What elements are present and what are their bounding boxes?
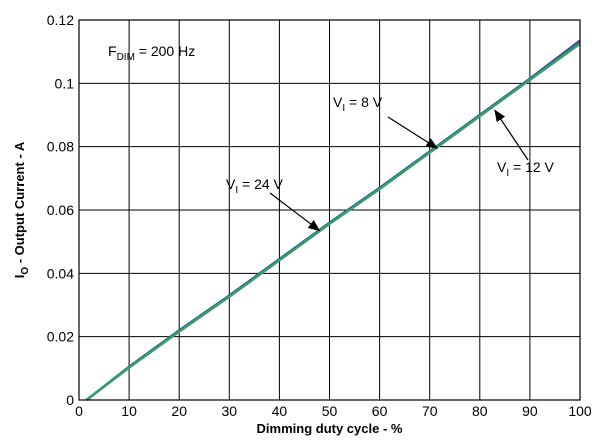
y-tick-label: 0.04	[47, 265, 74, 281]
y-tick-label: 0.08	[47, 139, 74, 155]
y-axis-title: IO - Output Current - A	[12, 141, 31, 278]
series-line	[85, 42, 581, 401]
inset-main: F	[108, 43, 117, 59]
annotation-main: V	[497, 159, 507, 175]
annotation-vi-24v: VI = 24 V	[226, 176, 321, 232]
y-title-sub: O	[20, 267, 31, 275]
annotation-rest: = 12 V	[509, 159, 554, 175]
annotation-arrow	[494, 109, 529, 161]
y-tick-label: 0.06	[47, 202, 74, 218]
x-axis-title: Dimming duty cycle - %	[257, 421, 403, 436]
x-tick-label: 0	[75, 403, 83, 419]
tick-labels: 0 10 20 30 40 50 60 70 80 90 100 0 0.02 0.04 0.06 0.08 0…	[47, 12, 592, 419]
plot-frame	[78, 19, 581, 401]
x-tick-label: 100	[568, 403, 592, 419]
annotation-label: VI = 12 V	[497, 159, 555, 179]
grid-layer	[78, 19, 581, 401]
annotation-sub: I	[342, 103, 345, 114]
x-tick-label: 70	[422, 403, 438, 419]
annotation-label: VI = 8 V	[333, 94, 383, 114]
y-tick-label: 0.12	[47, 12, 74, 28]
annotation-sub: I	[506, 168, 509, 179]
series-layer	[85, 39, 581, 401]
annotation-sub: I	[235, 185, 238, 196]
x-tick-label: 90	[522, 403, 538, 419]
y-tick-label: 0.02	[47, 329, 74, 345]
annotation-rest: = 8 V	[345, 94, 383, 110]
annotation-arrow	[269, 192, 321, 232]
x-tick-label: 30	[222, 403, 238, 419]
x-tick-label: 10	[121, 403, 137, 419]
x-tick-label: 80	[472, 403, 488, 419]
y-title-rest: - Output Current - A	[12, 141, 27, 267]
annotation-main: V	[226, 176, 236, 192]
inset-sub: DIM	[117, 52, 135, 63]
y-tick-label: 0.1	[55, 75, 75, 91]
annotation-vi-8v: VI = 8 V	[333, 94, 439, 149]
annotation-vi-12v: VI = 12 V	[494, 109, 555, 179]
y-tick-label: 0	[66, 392, 74, 408]
x-tick-label: 40	[272, 403, 288, 419]
inset-rest: = 200 Hz	[135, 43, 195, 59]
annotation-main: V	[333, 94, 343, 110]
y-title-main: I	[12, 275, 27, 279]
annotation-label: VI = 24 V	[226, 176, 284, 196]
annotation-arrow	[387, 116, 439, 149]
x-tick-label: 20	[171, 403, 187, 419]
x-tick-label: 60	[372, 403, 388, 419]
inset-fdim-label: FDIM = 200 Hz	[108, 43, 195, 63]
annotation-layer: VI = 8 VVI = 12 VVI = 24 V	[226, 94, 555, 232]
annotation-rest: = 24 V	[238, 176, 283, 192]
x-tick-label: 50	[322, 403, 338, 419]
